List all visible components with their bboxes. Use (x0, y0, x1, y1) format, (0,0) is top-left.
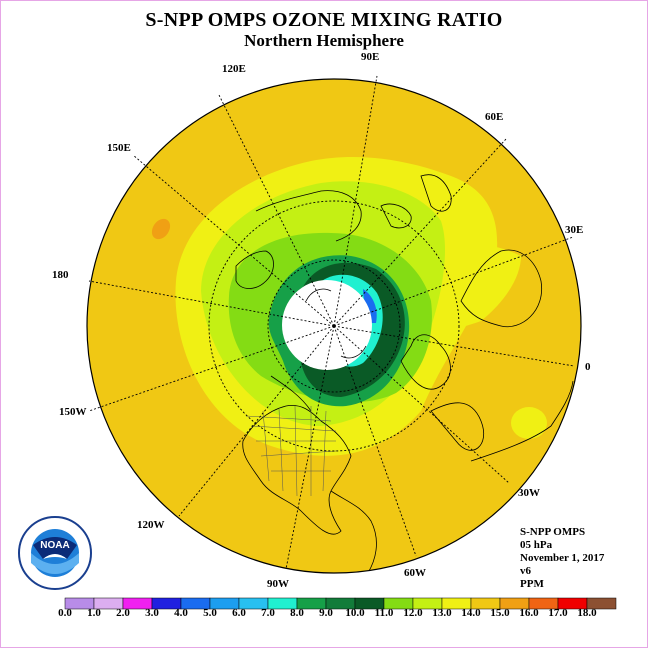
legend-tick-label: 18.0 (577, 607, 597, 619)
region-14-15-spot (151, 218, 171, 240)
legend-tick-label: 11.0 (374, 607, 394, 619)
legend-tick-label: 8.0 (290, 607, 304, 619)
legend-tick-label: 13.0 (432, 607, 452, 619)
lon-label-60w: 60W (404, 567, 426, 579)
legend-tick-label: 0.0 (58, 607, 72, 619)
info-instrument: S-NPP OMPS (520, 526, 586, 538)
noaa-logo-text: NOAA (40, 540, 69, 551)
legend-tick-label: 2.0 (116, 607, 130, 619)
us-state-borders (245, 405, 337, 497)
product-info: S-NPP OMPS 05 hPa November 1, 2017 v6 PP… (520, 526, 604, 591)
lon-label-150w: 150W (59, 406, 87, 418)
lon-label-90e: 90E (361, 51, 380, 63)
info-pressure: 05 hPa (520, 539, 553, 551)
legend-tick-label: 17.0 (548, 607, 568, 619)
legend-tick-label: 3.0 (145, 607, 159, 619)
info-units: PPM (520, 578, 544, 590)
noaa-logo: NOAA (18, 516, 92, 590)
lon-label-90w: 90W (267, 578, 289, 590)
no-data-polar-cap (282, 280, 372, 370)
lon-label-120w: 120W (137, 519, 165, 531)
lon-label-30w: 30W (518, 487, 540, 499)
legend-tick-label: 15.0 (490, 607, 510, 619)
region-4-5 (363, 289, 377, 323)
region-12-13-spot (511, 407, 547, 439)
legend-tick-label: 14.0 (461, 607, 481, 619)
map-subtitle: Northern Hemisphere (244, 31, 404, 50)
legend-tick-label: 6.0 (232, 607, 246, 619)
lon-label-150e: 150E (107, 142, 131, 154)
lon-label-180: 180 (52, 269, 69, 281)
info-date: November 1, 2017 (520, 552, 605, 564)
lon-label-120e: 120E (222, 63, 246, 75)
info-version: v6 (520, 565, 531, 577)
legend-tick-label: 1.0 (87, 607, 101, 619)
map-boundary (86, 78, 582, 574)
legend-tick-label: 12.0 (403, 607, 423, 619)
legend-tick-label: 16.0 (519, 607, 539, 619)
coastlines (235, 174, 574, 573)
legend-tick-label: 5.0 (203, 607, 217, 619)
map-title: S-NPP OMPS OZONE MIXING RATIO (145, 9, 503, 31)
legend-tick-label: 4.0 (174, 607, 188, 619)
lon-label-0: 0 (585, 361, 591, 373)
legend-tick-label: 7.0 (261, 607, 275, 619)
legend-tick-label: 9.0 (319, 607, 333, 619)
legend-swatch (586, 597, 617, 610)
lon-label-30e: 30E (565, 224, 584, 236)
lon-label-60e: 60E (485, 111, 504, 123)
legend-tick-label: 10.0 (345, 607, 365, 619)
graticule (88, 75, 575, 570)
